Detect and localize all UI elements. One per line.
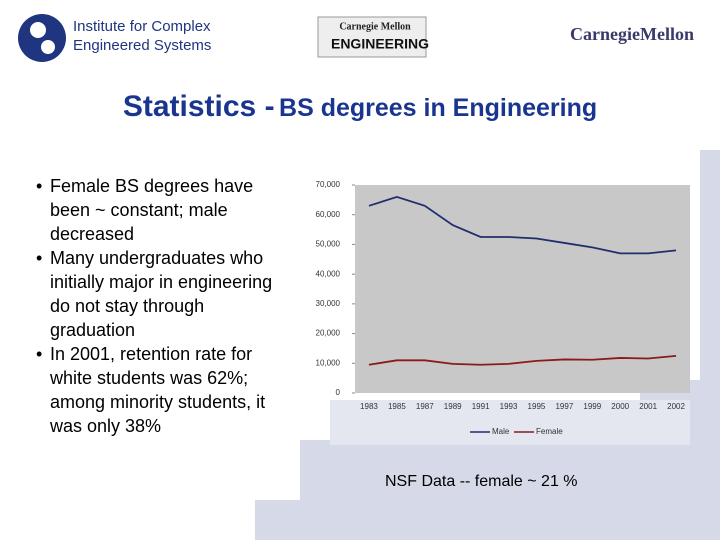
title-main: Statistics - (122, 90, 275, 123)
x-tick-label: 2000 (611, 402, 629, 411)
logo-text: CarnegieMellon (570, 24, 694, 44)
y-tick-label: 20,000 (316, 329, 341, 338)
legend-label: Male (492, 427, 510, 436)
y-tick-label: 40,000 (316, 269, 341, 278)
footnote: NSF Data -- female ~ 21 % (385, 473, 578, 490)
x-tick-label: 1993 (500, 402, 518, 411)
bullet: Many undergraduates who initially major … (30, 246, 285, 342)
background-decoration (255, 150, 720, 540)
ices-logo (18, 14, 66, 62)
x-tick-label: 1991 (472, 402, 490, 411)
x-tick-label: 1983 (360, 402, 378, 411)
x-tick-label: 1987 (416, 402, 434, 411)
x-tick-label: 2002 (667, 402, 685, 411)
y-tick-label: 70,000 (316, 180, 341, 189)
slide-title: Statistics - BS degrees in Engineering (0, 90, 720, 124)
y-tick-label: 60,000 (316, 210, 341, 219)
title-rest: BS degrees in Engineering (279, 94, 598, 122)
y-tick-label: 30,000 (316, 299, 341, 308)
logo-text: Carnegie Mellon (339, 21, 411, 32)
x-tick-label: 1985 (388, 402, 406, 411)
logo-text: Engineered Systems (73, 37, 211, 54)
legend-label: Female (536, 427, 563, 436)
bullet: In 2001, retention rate for white studen… (30, 342, 285, 438)
x-tick-label: 1995 (528, 402, 546, 411)
bullet: Female BS degrees have been ~ constant; … (30, 174, 285, 246)
y-tick-label: 0 (336, 388, 341, 397)
logo-text: Institute for Complex (73, 18, 211, 35)
series-line (368, 195, 677, 255)
y-tick-label: 50,000 (316, 240, 341, 249)
series-line (368, 354, 677, 366)
bullet-list: Female BS degrees have been ~ constant; … (30, 174, 285, 438)
y-tick-label: 10,000 (316, 358, 341, 367)
x-tick-label: 1999 (583, 402, 601, 411)
cmu-eng-logo (317, 16, 427, 58)
logo-text: ENGINEERING (331, 36, 429, 52)
x-tick-label: 1989 (444, 402, 462, 411)
x-tick-label: 2001 (639, 402, 657, 411)
x-tick-label: 1997 (555, 402, 573, 411)
